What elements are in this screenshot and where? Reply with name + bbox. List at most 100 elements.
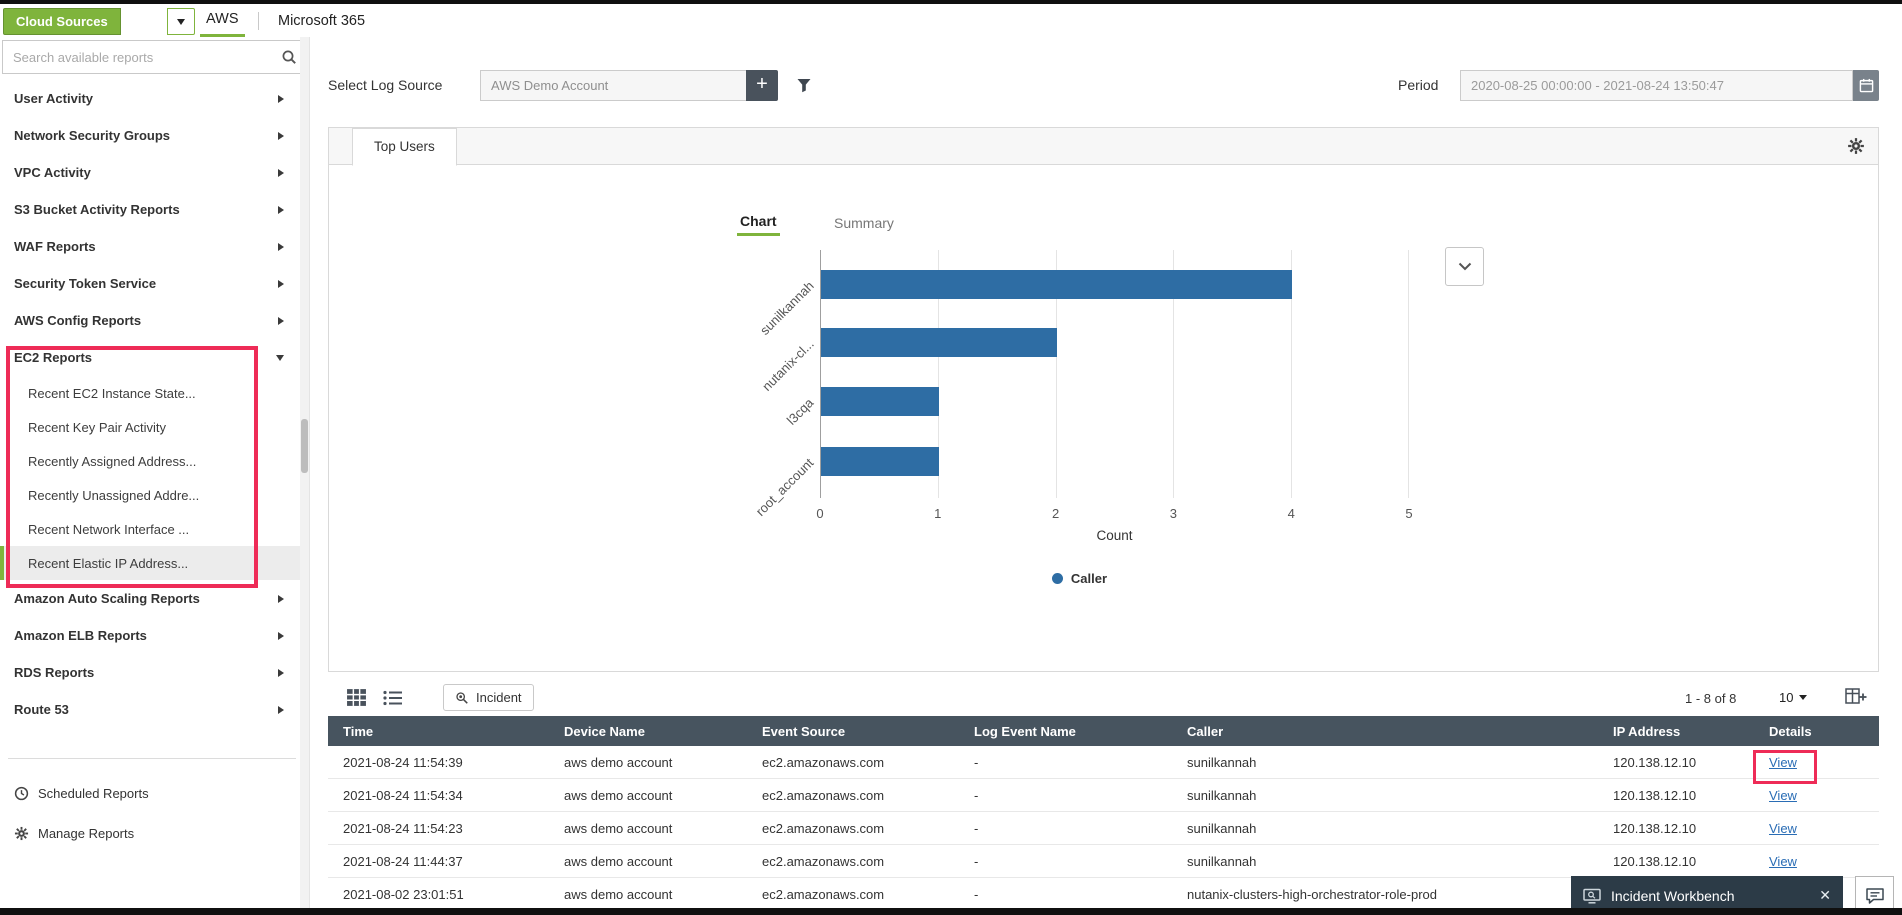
tick-label: 0 [816,506,824,521]
tab-aws[interactable]: AWS [200,4,245,37]
bar-nutanix[interactable] [821,328,1057,357]
chart-options-dropdown[interactable] [1445,247,1484,286]
top-black-strip [0,0,1902,4]
clock-icon [14,786,29,801]
sidebar-subitem-recent-key-pair-activity[interactable]: Recent Key Pair Activity [0,410,301,444]
cell-caller: nutanix-clusters-high-orchestrator-role-… [1187,886,1437,902]
cloud-sources-button[interactable]: Cloud Sources [3,8,121,35]
sidebar-item-label: AWS Config Reports [14,313,142,328]
cell-time: 2021-08-24 11:54:39 [343,754,463,770]
cell-event-source: ec2.amazonaws.com [762,754,885,770]
filter-icon[interactable] [796,77,812,93]
cloud-sources-dropdown[interactable] [167,8,195,35]
period-label: Period [1398,77,1439,93]
sidebar-item-s3-bucket-activity-reports[interactable]: S3 Bucket Activity Reports [0,191,301,228]
sidebar-subitem-recently-assigned-address[interactable]: Recently Assigned Address... [0,444,301,478]
cell-device-name: aws demo account [564,853,673,869]
column-header-event-source[interactable]: Event Source [762,723,846,739]
column-header-time[interactable]: Time [343,723,374,739]
sidebar-item-security-token-service[interactable]: Security Token Service [0,265,301,302]
gridline [820,250,821,498]
sidebar-item-user-activity[interactable]: User Activity [0,80,301,117]
tab-microsoft-365[interactable]: Microsoft 365 [272,4,371,37]
sidebar-item-label: VPC Activity [14,165,91,180]
calendar-icon[interactable] [1853,70,1879,101]
view-link[interactable]: View [1769,853,1797,869]
column-header-caller[interactable]: Caller [1187,723,1224,739]
chevron-right-icon [278,242,284,251]
sidebar-item-ec2-reports[interactable]: EC2 Reports [0,339,301,376]
panel-settings-gear-icon[interactable] [1847,137,1865,155]
add-column-icon[interactable] [1845,687,1867,705]
sidebar-scrollbar-thumb[interactable] [301,419,308,473]
sidebar-item-waf-reports[interactable]: WAF Reports [0,228,301,265]
sidebar-item-network-security-groups[interactable]: Network Security Groups [0,117,301,154]
page-size-dropdown[interactable]: 10 [1779,690,1808,705]
tab-summary-view[interactable]: Summary [834,214,894,231]
table-row: 2021-08-24 11:54:39 aws demo account ec2… [328,746,1879,779]
chevron-right-icon [278,668,284,677]
sidebar-subitem-recent-elastic-ip-address[interactable]: Recent Elastic IP Address... [0,546,301,580]
chevron-right-icon [278,279,284,288]
chevron-down-icon [177,18,185,25]
sidebar-item-amazon-elb-reports[interactable]: Amazon ELB Reports [0,617,301,654]
tick-label: 5 [1405,506,1413,521]
sidebar-subitem-recent-network-interface[interactable]: Recent Network Interface ... [0,512,301,546]
sidebar-item-rds-reports[interactable]: RDS Reports [0,654,301,691]
tick-label: 2 [1051,506,1060,521]
sidebar-item-route-53[interactable]: Route 53 [0,691,301,728]
sidebar-item-scheduled-reports[interactable]: Scheduled Reports [0,776,301,810]
grid-view-icon[interactable] [346,688,367,707]
sidebar-item-manage-reports[interactable]: Manage Reports [0,816,301,850]
incident-button[interactable]: Incident [443,684,534,711]
sidebar-item-aws-config-reports[interactable]: AWS Config Reports [0,302,301,339]
tab-chart-view[interactable]: Chart [737,209,780,236]
cell-device-name: aws demo account [564,787,673,803]
chevron-right-icon [278,316,284,325]
log-source-input[interactable] [480,70,747,101]
period-input[interactable] [1460,70,1853,101]
subitem-label: Recent Key Pair Activity [28,419,166,435]
category-label: root_account [752,455,817,519]
bar-root-account[interactable] [821,447,939,476]
chart-x-ticks: 0 1 2 3 4 5 [816,506,1413,522]
report-search-box [2,40,307,74]
bar-sunilkannah[interactable] [821,270,1293,299]
sidebar-scrollbar-track[interactable] [300,37,309,915]
incident-workbench-icon [1583,888,1601,904]
sidebar-subitem-recently-unassigned-address[interactable]: Recently Unassigned Addre... [0,478,301,512]
list-view-icon[interactable] [383,690,403,706]
cell-time: 2021-08-02 23:01:51 [343,886,464,902]
search-input[interactable] [3,49,281,65]
chart-legend[interactable]: Caller [820,571,1339,586]
add-log-source-button[interactable]: + [746,70,778,101]
sidebar-item-label: Network Security Groups [14,128,171,143]
view-link[interactable]: View [1769,754,1797,770]
view-link[interactable]: View [1769,787,1797,803]
sidebar-item-vpc-activity[interactable]: VPC Activity [0,154,301,191]
category-label: nutanix-cl... [758,336,817,394]
sidebar-subitem-recent-ec2-instance-state[interactable]: Recent EC2 Instance State... [0,376,301,410]
column-header-ip-address[interactable]: IP Address [1613,723,1681,739]
bar-l3cqa[interactable] [821,387,939,416]
table-row: 2021-08-24 11:44:37 aws demo account ec2… [328,845,1879,878]
subitem-label: Recent Elastic IP Address... [28,555,189,571]
view-link[interactable]: View [1769,820,1797,836]
chevron-right-icon [278,705,284,714]
sidebar-item-label: WAF Reports [14,239,96,254]
column-header-log-event-name[interactable]: Log Event Name [974,723,1076,739]
sidebar-item-label: Route 53 [14,702,69,717]
tab-top-users[interactable]: Top Users [352,128,457,166]
column-header-details[interactable]: Details [1769,723,1812,739]
close-icon[interactable]: ✕ [1819,887,1831,903]
tab-microsoft-365-label: Microsoft 365 [278,12,366,29]
bar-chart-plot [820,250,1409,498]
page-size-value: 10 [1779,690,1794,705]
subitem-label: Recent EC2 Instance State... [28,385,196,401]
sidebar-item-amazon-auto-scaling-reports[interactable]: Amazon Auto Scaling Reports [0,580,301,617]
cell-log-event-name: - [974,886,979,902]
chevron-down-icon [276,354,284,361]
gridline [1291,250,1293,498]
chat-icon [1865,887,1885,905]
column-header-device-name[interactable]: Device Name [564,723,645,739]
